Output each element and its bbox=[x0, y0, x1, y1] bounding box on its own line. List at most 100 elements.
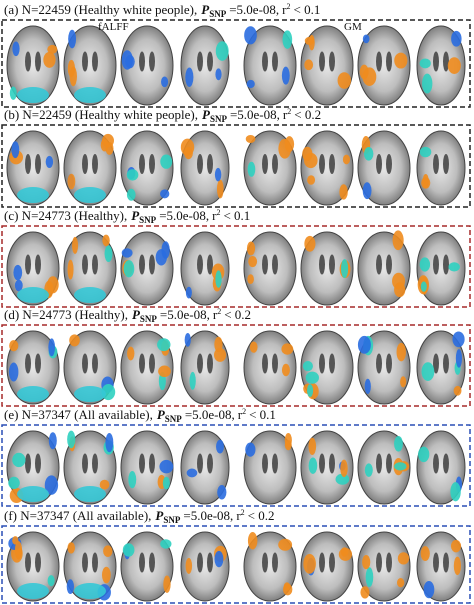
brain-slice bbox=[120, 130, 174, 206]
ventricle bbox=[272, 453, 278, 474]
activation bbox=[363, 147, 374, 161]
ventricle bbox=[262, 453, 268, 474]
brain-slice bbox=[180, 330, 230, 405]
ventricle bbox=[262, 552, 268, 573]
brain-slice bbox=[416, 531, 466, 602]
ventricle bbox=[139, 254, 145, 275]
activation bbox=[99, 479, 110, 490]
brain-slice bbox=[300, 330, 354, 405]
brain-slice bbox=[6, 130, 60, 206]
brain bbox=[416, 130, 466, 206]
activation bbox=[189, 371, 196, 390]
activation bbox=[284, 440, 292, 451]
r-superscript: 2 bbox=[242, 407, 246, 416]
ventricle bbox=[92, 51, 98, 72]
activation bbox=[452, 331, 465, 348]
ventricle bbox=[92, 154, 98, 174]
r-superscript: 2 bbox=[287, 2, 291, 11]
brain-slice bbox=[243, 430, 297, 505]
brain-slice bbox=[416, 130, 466, 206]
brain-slice bbox=[243, 330, 297, 405]
caption: (b) N=22459 (Healthy white people), PSNP =… bbox=[4, 107, 321, 124]
ventricle bbox=[329, 453, 335, 474]
activation bbox=[217, 485, 227, 500]
ventricle bbox=[319, 51, 325, 72]
ventricle bbox=[149, 552, 155, 573]
ventricle bbox=[149, 254, 155, 275]
brain-slice bbox=[300, 531, 354, 602]
activation bbox=[127, 346, 135, 361]
ventricle bbox=[319, 552, 325, 573]
activation bbox=[340, 459, 348, 478]
activation bbox=[340, 259, 349, 279]
activation bbox=[48, 338, 56, 357]
ventricle bbox=[376, 51, 382, 72]
panel-box bbox=[1, 225, 471, 308]
ventricle bbox=[443, 552, 449, 573]
ventricle bbox=[197, 453, 203, 474]
activation bbox=[364, 463, 373, 477]
activation bbox=[453, 385, 462, 396]
ventricle bbox=[433, 254, 439, 275]
activation bbox=[45, 155, 54, 168]
r-symbol: r bbox=[283, 107, 288, 122]
activation bbox=[74, 187, 106, 203]
activation bbox=[421, 362, 435, 381]
brain-slice bbox=[416, 430, 466, 505]
brain-slice bbox=[300, 25, 354, 106]
activation bbox=[246, 79, 255, 89]
activation bbox=[362, 554, 371, 570]
threshold: < 0.1 bbox=[223, 208, 250, 223]
activation bbox=[66, 579, 74, 595]
ventricle bbox=[272, 154, 278, 174]
ventricle bbox=[386, 254, 392, 275]
ventricle bbox=[35, 552, 41, 573]
activation bbox=[247, 274, 254, 285]
activation bbox=[17, 87, 49, 103]
ventricle bbox=[197, 254, 203, 275]
activation bbox=[245, 442, 256, 457]
brain-slice bbox=[243, 231, 297, 306]
activation bbox=[214, 347, 227, 362]
activation bbox=[423, 580, 435, 599]
brain-slice bbox=[357, 430, 411, 505]
ventricle bbox=[35, 353, 41, 374]
ventricle bbox=[376, 453, 382, 474]
activation bbox=[215, 41, 229, 61]
activation bbox=[216, 179, 224, 199]
activation bbox=[420, 546, 430, 562]
p-symbol: P bbox=[131, 208, 140, 223]
ventricle bbox=[443, 254, 449, 275]
p-symbol: P bbox=[132, 307, 141, 322]
brain-slice bbox=[416, 231, 466, 306]
activation bbox=[216, 439, 224, 454]
panel-box bbox=[1, 19, 471, 108]
activation bbox=[400, 376, 407, 388]
activation bbox=[397, 552, 410, 565]
p-value: =5.0e-08, bbox=[229, 2, 279, 17]
activation bbox=[246, 241, 256, 256]
activation bbox=[161, 76, 169, 88]
ventricle bbox=[329, 51, 335, 72]
activation bbox=[101, 566, 111, 584]
p-value: =5.0e-08, bbox=[183, 508, 233, 523]
ventricle bbox=[207, 51, 213, 72]
brain-slice bbox=[63, 531, 117, 602]
ventricle bbox=[319, 353, 325, 374]
ventricle bbox=[386, 353, 392, 374]
ventricle bbox=[35, 453, 41, 474]
activation bbox=[47, 575, 55, 587]
activation bbox=[420, 281, 427, 292]
activation bbox=[302, 361, 313, 372]
ventricle bbox=[25, 51, 31, 72]
activation bbox=[160, 189, 170, 199]
ventricle bbox=[197, 552, 203, 573]
activation bbox=[126, 188, 136, 201]
ventricle bbox=[149, 51, 155, 72]
brain-slice bbox=[300, 130, 354, 206]
brain bbox=[243, 231, 297, 306]
ventricle bbox=[82, 51, 88, 72]
ventricle bbox=[376, 353, 382, 374]
activation bbox=[214, 550, 224, 568]
activation bbox=[448, 262, 460, 272]
